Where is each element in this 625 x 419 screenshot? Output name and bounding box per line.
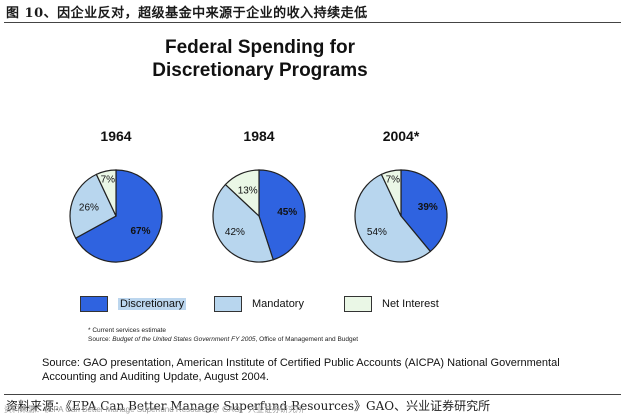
pie-slice-mandatory	[354, 173, 432, 263]
slice-label-net-interest: 7%	[386, 175, 401, 186]
footnote-source: Source: Budget of the United States Gove…	[88, 336, 358, 343]
slice-label-mandatory: 42%	[225, 227, 245, 238]
legend-label-net-interest: Net Interest	[382, 298, 439, 310]
pie-slice-net-interest	[95, 169, 117, 217]
bottom-divider	[4, 394, 621, 395]
chart-title-line2: Discretionary Programs	[152, 60, 368, 81]
legend-swatch-net-interest	[344, 296, 372, 312]
pie-slice-net-interest	[380, 169, 402, 217]
pie-slice-discretionary	[258, 169, 306, 261]
legend-swatch-discretionary	[80, 296, 108, 312]
pie-slice-discretionary	[400, 169, 448, 253]
pie-year-label: 1984	[243, 128, 274, 144]
legend-item-discretionary: Discretionary	[80, 296, 187, 312]
slice-label-mandatory: 54%	[367, 227, 387, 238]
legend-item-net-interest: Net Interest	[344, 296, 439, 312]
pie-slice-mandatory	[212, 183, 274, 263]
watermark: 资料来源：《EPA Can Better Manage Superfund Re…	[4, 405, 304, 414]
slice-label-discretionary: 39%	[418, 202, 438, 213]
pie-year-label: 1964	[100, 128, 131, 144]
pie-2004: 2004* 39% 54% 7%	[354, 128, 448, 263]
legend: Discretionary Mandatory Net Interest	[0, 296, 625, 316]
legend-item-mandatory: Mandatory	[214, 296, 304, 312]
pie-slice-net-interest	[224, 169, 260, 218]
top-divider	[4, 22, 621, 23]
slice-label-discretionary: 67%	[130, 226, 150, 237]
pie-1984: 1984 45% 42% 13%	[212, 128, 306, 263]
slice-label-net-interest: 7%	[101, 175, 116, 186]
pie-year-label: 2004*	[383, 128, 420, 144]
figure-caption: 图 10、因企业反对，超级基金中来源于企业的收入持续走低	[6, 6, 368, 21]
slice-label-mandatory: 26%	[79, 203, 99, 214]
footnote-source-title: Budget of the United States Government F…	[112, 336, 256, 343]
slice-label-discretionary: 45%	[277, 207, 297, 218]
chart-title-line1: Federal Spending for	[164, 37, 356, 58]
pie-1964: 1964 67% 26% 7%	[69, 128, 163, 263]
footnote-source-suffix: , Office of Management and Budget	[255, 336, 359, 343]
pie-charts: 1964 67% 26% 7% 1984 45% 42% 13% 2004* 39% 54% 7%	[69, 128, 448, 263]
legend-label-mandatory: Mandatory	[252, 298, 304, 310]
chart-title: Federal Spending for Discretionary Progr…	[0, 36, 520, 82]
source-text: Source: GAO presentation, American Insti…	[42, 357, 560, 383]
pie-slice-mandatory	[69, 173, 117, 239]
slice-label-net-interest: 13%	[238, 185, 258, 196]
pie-slice-discretionary	[74, 169, 163, 263]
legend-label-discretionary: Discretionary	[118, 298, 187, 310]
footnote-source-prefix: Source:	[88, 336, 113, 343]
legend-swatch-mandatory	[214, 296, 242, 312]
bottom-source: 资料来源：《EPA Can Better Manage Superfund Re…	[6, 399, 491, 413]
footnote-current-services: * Current services estimate	[88, 327, 167, 334]
